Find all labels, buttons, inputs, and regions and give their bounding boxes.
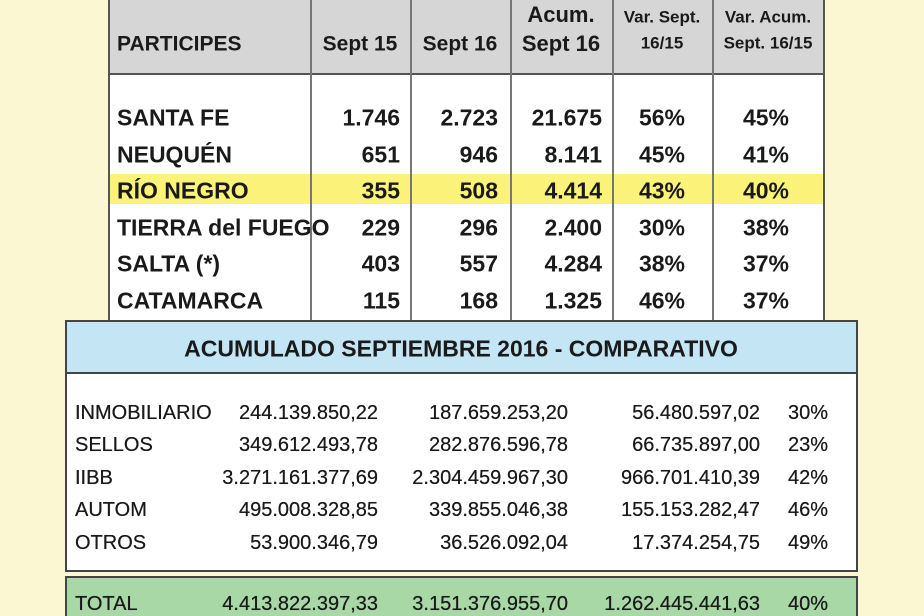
- column-divider: [510, 0, 512, 320]
- cell: 966.701.410,39: [620, 466, 760, 489]
- cell: 17.374.254,75: [632, 531, 760, 554]
- cell: 30%: [638, 214, 686, 241]
- cell: 155.153.282,47: [620, 499, 760, 522]
- cell: 296: [459, 214, 498, 241]
- cell: 1.746: [342, 104, 400, 131]
- cell: 66.735.897,00: [632, 434, 760, 457]
- cell: 46%: [638, 287, 686, 314]
- cell: 45%: [638, 141, 686, 168]
- cell: SELLOS: [75, 434, 153, 457]
- cell: 339.855.046,38: [428, 499, 568, 522]
- column-divider: [410, 0, 412, 320]
- cell: AUTOM: [75, 499, 147, 522]
- column-divider: [310, 0, 312, 320]
- cell: 41%: [742, 141, 790, 168]
- cell: 46%: [787, 499, 828, 522]
- total-cell: TOTAL: [75, 593, 138, 615]
- participant-name: TIERRA del FUEGO: [117, 214, 330, 241]
- participant-name: SANTA FE: [117, 104, 230, 131]
- header-cell: PARTICIPES: [117, 32, 242, 56]
- cell: 2.304.459.967,30: [412, 466, 568, 489]
- cell: 2.400: [544, 214, 602, 241]
- cell: 49%: [787, 531, 828, 554]
- participant-name: NEUQUÉN: [117, 141, 233, 168]
- cell: 508: [459, 177, 498, 204]
- header-cell: Sept. 16/15: [723, 33, 813, 53]
- total-cell: 3.151.376.955,70: [412, 593, 568, 615]
- cell: 244.139.850,22: [238, 402, 378, 424]
- total-cell: 1.262.445.441,63: [604, 593, 760, 615]
- cell: 45%: [742, 104, 790, 131]
- cell: 229: [361, 214, 400, 241]
- cell: 2.723: [440, 104, 498, 131]
- cell: 40%: [742, 177, 790, 204]
- cell: 349.612.493,78: [238, 434, 378, 457]
- header-cell: Sept 15: [322, 32, 398, 56]
- cell: OTROS: [75, 531, 147, 554]
- cell: 557: [459, 250, 498, 277]
- cell: 1.325: [544, 287, 602, 314]
- cell: 4.414: [544, 177, 602, 204]
- cell: 37%: [742, 250, 790, 277]
- cell: 37%: [742, 287, 790, 314]
- total-row-bg: [65, 576, 858, 616]
- participant-name: RÍO NEGRO: [117, 177, 249, 204]
- participant-name: SALTA (*): [117, 250, 221, 277]
- cell: 115: [362, 287, 400, 314]
- cell: 187.659.253,20: [428, 402, 568, 424]
- lower-body-bg: [65, 374, 858, 572]
- header-cell: Sept 16: [422, 32, 498, 56]
- cell: 946: [459, 141, 498, 168]
- column-divider: [712, 0, 714, 320]
- cell: 403: [361, 250, 400, 277]
- cell: 30%: [787, 402, 828, 424]
- cell: 56.480.597,02: [632, 402, 760, 424]
- cell: 43%: [638, 177, 686, 204]
- total-cell: 40%: [787, 593, 828, 615]
- cell: INMOBILIARIO: [75, 402, 212, 424]
- cell: 4.284: [544, 250, 602, 277]
- header-cell: Acum.: [527, 2, 595, 27]
- cell: 355: [361, 177, 400, 204]
- header-cell: 16/15: [640, 33, 684, 53]
- cell: 8.141: [544, 141, 602, 168]
- cell: 3.271.161.377,69: [222, 466, 378, 489]
- cell: 38%: [742, 214, 790, 241]
- highlight-row: [110, 174, 823, 204]
- cell: 495.008.328,85: [238, 499, 378, 522]
- cell: 651: [361, 141, 400, 168]
- cell: 38%: [638, 250, 686, 277]
- cell: IIBB: [75, 466, 113, 489]
- cell: 168: [459, 287, 498, 314]
- participant-name: CATAMARCA: [117, 287, 264, 314]
- total-cell: 4.413.822.397,33: [222, 593, 378, 615]
- header-cell: Var. Sept.: [623, 7, 701, 27]
- header-cell: Var. Acum.: [724, 7, 812, 27]
- cell: 36.526.092,04: [440, 531, 568, 554]
- header-cell: Sept 16: [521, 31, 601, 56]
- cell: 53.900.346,79: [250, 531, 378, 554]
- cell: 42%: [787, 466, 828, 489]
- column-divider: [612, 0, 614, 320]
- cell: 56%: [638, 104, 686, 131]
- cell: 21.675: [531, 104, 602, 131]
- cell: 23%: [787, 434, 828, 457]
- cell: 282.876.596,78: [428, 434, 568, 457]
- upper-header-bg: [108, 0, 825, 75]
- section-title: ACUMULADO SEPTIEMBRE 2016 - COMPARATIVO: [184, 335, 738, 362]
- lower-title-bg: [65, 320, 858, 374]
